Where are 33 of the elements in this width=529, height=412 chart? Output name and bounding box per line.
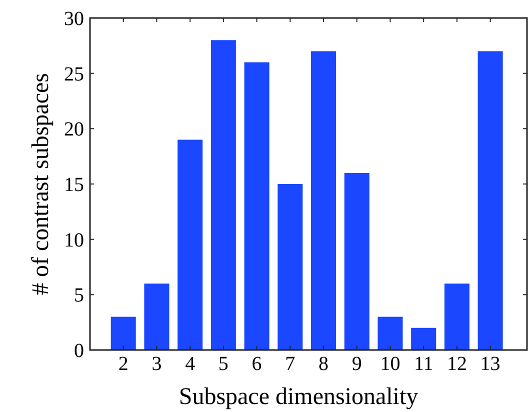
y-tick-label: 25 [64, 63, 84, 86]
bar [311, 51, 336, 350]
bar [278, 184, 303, 350]
bar [178, 140, 203, 350]
bar [110, 316, 136, 350]
bar [210, 40, 236, 350]
y-tick-label: 0 [74, 340, 84, 362]
x-tick-label: 12 [446, 353, 467, 375]
bar [378, 316, 403, 350]
x-tick-label: 6 [252, 353, 262, 375]
x-tick-label: 9 [352, 353, 362, 375]
y-tick-label: 10 [64, 229, 84, 252]
bar [478, 51, 503, 350]
bar [411, 328, 436, 350]
x-tick-label: 5 [218, 353, 228, 375]
bar [244, 62, 270, 350]
x-tick-label: 3 [152, 353, 162, 375]
y-axis-title: # of contrast subspaces [28, 73, 54, 295]
y-tick-label: 30 [64, 8, 84, 30]
y-tick-label: 15 [64, 174, 84, 196]
y-tick-label: 20 [64, 118, 84, 141]
x-tick-label: 2 [118, 353, 128, 375]
x-tick-label: 11 [414, 353, 434, 375]
x-tick-label: 4 [185, 353, 196, 375]
y-tick-label: 5 [74, 284, 84, 307]
x-tick-label: 7 [285, 353, 296, 375]
x-tick-label: 8 [318, 353, 329, 375]
bar [444, 284, 470, 350]
x-tick-label: 10 [380, 353, 400, 375]
x-axis-title: Subspace dimensionality [178, 384, 418, 410]
bar [344, 172, 370, 350]
x-tick-label: 13 [480, 353, 500, 375]
bar [144, 284, 170, 350]
